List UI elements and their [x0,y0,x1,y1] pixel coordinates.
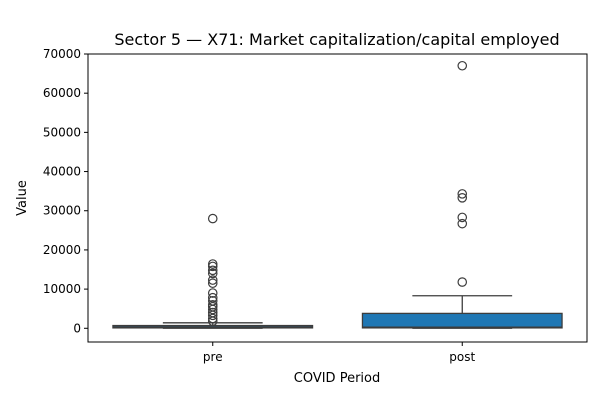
y-tick-label-0: 0 [73,321,81,335]
outlier-point-pre-16 [207,213,218,224]
y-tick-label-1: 10000 [43,282,81,296]
outlier-point-pre-10 [207,278,218,289]
outlier-point-pre-11 [207,275,218,285]
y-tick-label-2: 20000 [43,243,81,257]
box-post [361,312,563,329]
outlier-point-pre-6 [207,299,218,310]
chart-title: Sector 5 — X71: Market capitalization/ca… [114,30,559,49]
outlier-point-pre-8 [207,292,218,303]
outlier-point-post-5 [457,60,468,71]
outlier-point-pre-9 [207,288,218,298]
y-tick-label-3: 30000 [43,204,81,218]
x-tick-label-pre: pre [203,350,223,364]
y-tick-label-4: 40000 [43,165,81,179]
outlier-point-post-1 [457,218,468,229]
outlier-point-pre-12 [207,268,218,279]
outlier-point-pre-14 [207,261,218,272]
outlier-point-post-4 [457,189,468,199]
plot-frame [87,53,588,343]
x-axis-label: COVID Period [294,371,381,386]
outlier-point-post-2 [457,212,468,223]
outlier-point-post-0 [457,277,468,287]
outlier-point-pre-15 [207,259,218,269]
outlier-point-pre-1 [207,313,218,324]
y-tick-label-5: 50000 [43,125,81,139]
plot-area: 0 10000 20000 30000 40000 50000 60000 70000 pre p… [43,47,588,364]
y-tick-label-7: 70000 [43,47,81,61]
y-axis-label: Value [15,180,30,216]
x-tick-label-post: post [449,350,475,364]
outlier-point-post-3 [457,193,468,203]
y-tick-label-6: 60000 [43,86,81,100]
outlier-point-pre-13 [207,265,218,276]
